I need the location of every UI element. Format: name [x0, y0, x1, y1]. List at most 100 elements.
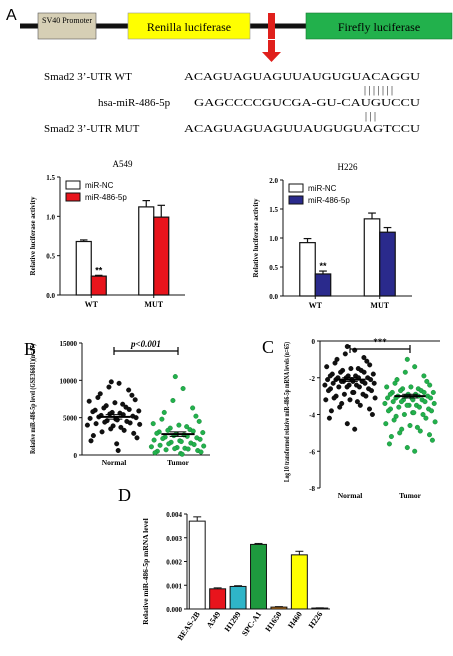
bar — [250, 543, 267, 610]
data-point — [200, 430, 206, 436]
target-site-marker — [268, 13, 275, 39]
data-point — [126, 387, 132, 393]
data-point — [352, 426, 358, 432]
data-point — [172, 446, 178, 452]
data-point — [401, 412, 407, 418]
data-point — [323, 397, 329, 403]
data-point — [102, 419, 108, 425]
bar — [290, 554, 308, 610]
sv40-label: SV40 Promoter — [42, 16, 92, 25]
data-point — [431, 400, 437, 406]
data-point — [322, 382, 328, 388]
data-point — [417, 428, 423, 434]
data-point — [328, 408, 334, 414]
data-point — [84, 422, 90, 428]
y-axis-label: Relative miR-486-5p mRNA level — [141, 518, 150, 624]
y-tick-label: 10000 — [60, 377, 78, 385]
data-point — [114, 417, 120, 423]
data-point — [404, 356, 410, 362]
down-arrow-icon — [262, 40, 281, 62]
data-point — [87, 415, 93, 421]
data-point — [408, 384, 414, 390]
data-point — [325, 377, 331, 383]
data-point — [108, 379, 114, 385]
bar — [229, 585, 247, 610]
chart-c-scatter: C 0 -2 -4 -6 -8 Normal Tumor *** Log 10 transform… — [262, 337, 440, 500]
data-point — [121, 427, 127, 433]
sequence-alignment: Smad2 3’-UTR WT ACAGUAGUAGUUAUGUGUACAGGU… — [44, 71, 420, 135]
y-tick-label: 1.5 — [269, 206, 278, 214]
x-tick-label: Normal — [102, 458, 127, 467]
chart-d-bars: D 0.000 0.001 0.002 0.003 0.004 BEAS-2B A549 H12… — [118, 485, 330, 642]
data-point — [190, 428, 196, 434]
renilla-box — [127, 12, 251, 40]
legend-label: miR-486-5p — [308, 196, 350, 205]
data-point — [159, 416, 165, 422]
data-point — [90, 433, 96, 439]
data-point — [132, 397, 138, 403]
data-point — [152, 450, 158, 456]
bar — [299, 242, 316, 297]
data-point — [412, 448, 418, 454]
y-tick-label: 0.003 — [166, 535, 182, 543]
legend-swatch — [65, 192, 81, 202]
x-tick-label: H460 — [286, 610, 304, 630]
data-point — [106, 384, 112, 390]
data-point — [396, 404, 402, 410]
sv40-box — [37, 12, 97, 40]
data-point — [384, 384, 390, 390]
legend-swatch — [65, 180, 81, 190]
data-point — [165, 427, 171, 433]
data-point — [332, 360, 338, 366]
data-point — [179, 451, 185, 457]
significance-label: p<0.001 — [130, 339, 161, 349]
data-point — [150, 421, 156, 427]
data-point — [428, 395, 434, 401]
x-tick-label: Tumor — [167, 458, 189, 467]
x-tick-label: SPC-A1 — [240, 610, 263, 638]
data-point — [337, 404, 343, 410]
bar — [188, 520, 206, 610]
data-point — [90, 409, 96, 415]
data-point — [344, 384, 350, 390]
data-point — [326, 388, 332, 394]
y-tick-label: 0 — [74, 452, 78, 460]
data-point — [99, 429, 105, 435]
data-point — [369, 412, 375, 418]
data-point — [136, 408, 142, 414]
data-point — [336, 384, 342, 390]
data-point — [108, 426, 114, 432]
y-tick-label: 1.5 — [46, 174, 55, 182]
data-point — [114, 441, 120, 447]
data-point — [420, 412, 426, 418]
data-point — [178, 439, 184, 445]
y-axis-label: Relative luciferase activity — [29, 196, 37, 275]
bar — [363, 218, 381, 297]
data-point — [392, 380, 398, 386]
data-point — [129, 392, 135, 398]
y-tick-label: 0.004 — [166, 511, 182, 519]
data-point — [198, 449, 204, 455]
data-point — [362, 380, 368, 386]
data-point — [390, 399, 396, 405]
data-point — [170, 397, 176, 403]
data-point — [327, 373, 333, 379]
panel-letter-a: A — [6, 7, 17, 24]
data-point — [361, 369, 367, 375]
mirna-sequence: GAGCCCCGUCGA-GU-CAUGUCCU — [194, 97, 420, 109]
data-point — [344, 421, 350, 427]
chart-h226: H226 0.0 0.5 1.0 1.5 2.0 WT MUT ** miR-NC miR-486-… — [252, 162, 412, 310]
legend-swatch — [288, 183, 304, 193]
data-point — [347, 397, 353, 403]
data-point — [163, 447, 169, 453]
data-point — [127, 420, 133, 426]
y-tick-label: 1.0 — [46, 213, 55, 221]
significance-marker: ** — [95, 265, 103, 275]
data-point — [190, 405, 196, 411]
y-tick-label: 0.0 — [269, 293, 278, 301]
wt-sequence: ACAGUAGUAGUUAUGUGUACAGGU — [184, 71, 420, 83]
x-tick-label: H226 — [307, 610, 325, 630]
significance-label: *** — [373, 337, 387, 347]
y-axis-label: Log 10 transformed relative miR-486-5p m… — [283, 341, 291, 482]
